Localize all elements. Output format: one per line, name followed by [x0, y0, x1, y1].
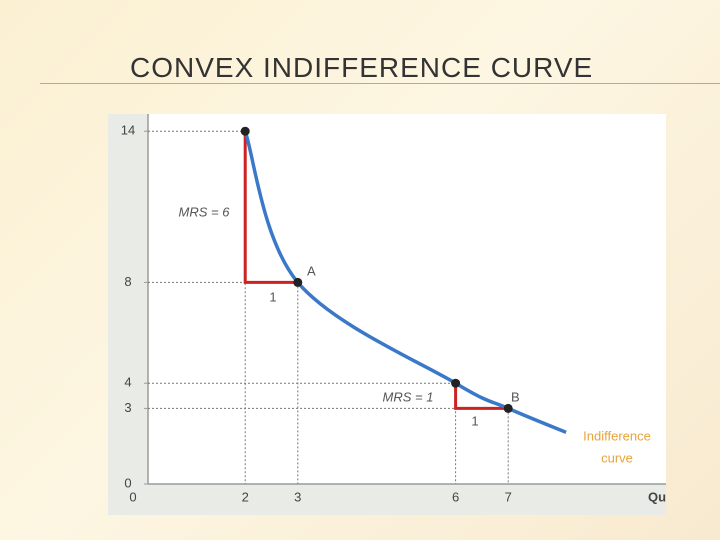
- y-tick-label: 14: [121, 123, 135, 138]
- annotation: B: [511, 389, 520, 404]
- y-tick-label: 0: [124, 475, 131, 490]
- x-tick-label: 7: [505, 489, 512, 504]
- x-tick-label: 2: [242, 489, 249, 504]
- x-tick-label: 0: [129, 489, 136, 504]
- annotation: 1: [471, 413, 478, 428]
- mrs-step: [454, 383, 509, 410]
- x-axis-label: Qu: [648, 489, 666, 504]
- annotation: Indifference: [583, 428, 651, 443]
- x-tick-label: 3: [294, 489, 301, 504]
- point: [503, 403, 513, 413]
- mrs-step: [243, 131, 298, 284]
- point: [240, 126, 250, 136]
- annotation: A: [307, 263, 316, 278]
- y-tick-label: 8: [124, 274, 131, 289]
- point: [293, 277, 303, 287]
- title-rule: [40, 83, 720, 84]
- point: [451, 378, 461, 388]
- annotation: MRS = 1: [383, 389, 434, 404]
- plot-area: [148, 114, 666, 484]
- annotation: curve: [601, 450, 633, 465]
- x-tick-label: 6: [452, 489, 459, 504]
- slide-title: CONVEX INDIFFERENCE CURVE: [130, 52, 594, 83]
- annotation: 1: [269, 289, 276, 304]
- y-tick-label: 3: [124, 400, 131, 415]
- y-tick-label: 4: [124, 375, 131, 390]
- annotation: MRS = 6: [179, 204, 231, 219]
